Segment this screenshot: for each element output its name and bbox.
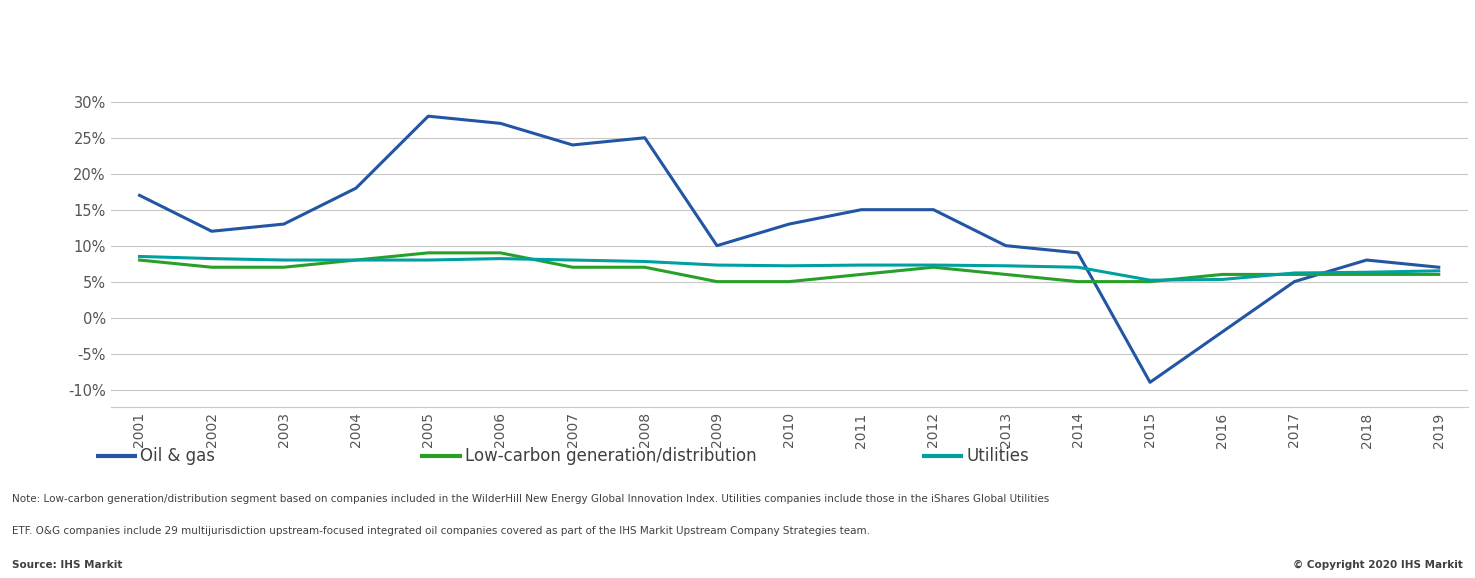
Text: Utilities: Utilities bbox=[966, 447, 1030, 465]
Text: Source: IHS Markit: Source: IHS Markit bbox=[12, 560, 122, 570]
Text: ETF. O&G companies include 29 multijurisdiction upstream-focused integrated oil : ETF. O&G companies include 29 multijuris… bbox=[12, 525, 870, 536]
Text: Low-carbon generation/distribution: Low-carbon generation/distribution bbox=[465, 447, 757, 465]
Text: Note: Low-carbon generation/distribution segment based on companies included in : Note: Low-carbon generation/distribution… bbox=[12, 494, 1049, 504]
Text: © Copyright 2020 IHS Markit: © Copyright 2020 IHS Markit bbox=[1294, 560, 1463, 570]
Text: Oil & gas: Oil & gas bbox=[140, 447, 215, 465]
Text: Median annual operating return on invested capital, by select sector: Median annual operating return on invest… bbox=[12, 21, 770, 40]
